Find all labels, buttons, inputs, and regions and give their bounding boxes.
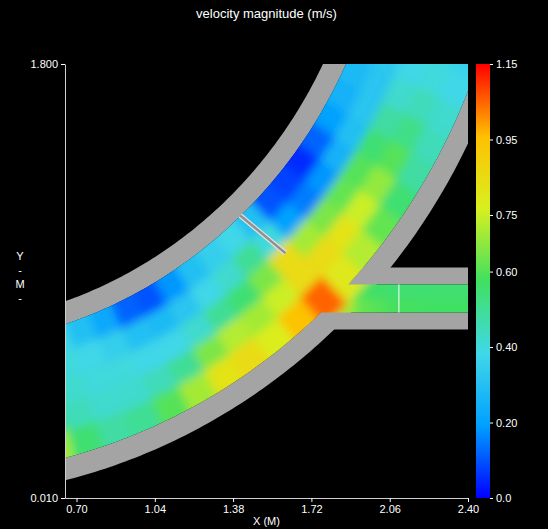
colorbar-axis-tick-mark [490, 139, 493, 140]
outer-wall [65, 64, 468, 484]
x-axis-tick: 1.72 [301, 498, 322, 515]
x-axis-tick-label: 2.06 [379, 503, 400, 515]
y-axis-title-line: M [15, 278, 24, 290]
inner-wall [65, 64, 368, 337]
colorbar-axis-tick: 0.0 [490, 492, 511, 504]
branch-cell [371, 272, 387, 298]
colorbar-axis-tick: 0.40 [490, 341, 517, 353]
x-axis-tick: 2.06 [379, 498, 400, 515]
y-axis-tick-mark [61, 498, 65, 499]
y-axis-tick: 1.800 [30, 58, 65, 70]
colorbar-axis-tick-label: 0.60 [496, 266, 517, 278]
x-axis: 0.70 1.04 1.38 1.72 2.06 2.40 [66, 498, 480, 515]
x-axis-tick-label: 1.38 [223, 503, 244, 515]
colorbar-axis-tick-label: 0.0 [496, 492, 511, 504]
colorbar-axis-tick: 0.75 [490, 209, 517, 221]
y-axis-tick-mark [61, 64, 65, 65]
colorbar-axis-tick-mark [490, 64, 493, 65]
y-axis-title-line: Y [16, 250, 24, 262]
y-axis: 0.010 1.800 [30, 58, 65, 504]
y-axis-title-line: - [18, 264, 22, 276]
branch-wall-bottom [303, 313, 468, 330]
x-axis-tick-mark [77, 498, 78, 502]
branch-cell [420, 272, 436, 298]
field-cells [65, 64, 468, 475]
colorbar-axis-tick-mark [490, 215, 493, 216]
branch-cell [387, 272, 403, 298]
branch-cell [371, 298, 387, 324]
walls [65, 64, 468, 484]
y-axis-title: Y - M - [15, 250, 24, 304]
x-axis-tick-label: 2.40 [458, 503, 479, 515]
branch-cell [387, 298, 403, 324]
colorbar-axis-tick-label: 0.40 [496, 341, 517, 353]
valve-plate [240, 216, 285, 254]
interface-line [398, 284, 399, 312]
field-cell [412, 125, 458, 171]
x-axis-tick: 1.38 [223, 498, 244, 515]
colorbar-axis-tick-label: 0.95 [496, 133, 517, 145]
x-axis-tick-label: 1.72 [301, 503, 322, 515]
branch-cell [355, 298, 371, 324]
y-axis-tick-label: 0.010 [30, 492, 58, 504]
branch-cell [452, 298, 468, 324]
x-axis-tick-label: 0.70 [66, 503, 87, 515]
valve-outline [240, 216, 285, 254]
x-axis-tick: 1.04 [145, 498, 166, 515]
chart: 0.70 1.04 1.38 1.72 2.06 2.40 0.010 1.800 veloci… [0, 0, 548, 529]
page: {"chart_data": { "type": "heatmap", "tit… [0, 0, 548, 529]
colorbar-axis-line [490, 65, 491, 499]
field-cell [439, 68, 468, 112]
colorbar-axis-tick-mark [490, 272, 493, 273]
branch-cell [420, 298, 436, 324]
y-axis-line [65, 65, 66, 499]
fluid [65, 64, 468, 475]
background [0, 0, 548, 529]
colorbar-axis-tick: 0.20 [490, 417, 517, 429]
field-cell [451, 64, 468, 81]
branch-cell [436, 272, 452, 298]
y-axis-title-line: - [18, 292, 22, 304]
x-axis-line [66, 498, 469, 499]
colorbar-axis-tick-mark [490, 423, 493, 424]
colorbar-axis-tick-label: 0.75 [496, 209, 517, 221]
colorbar-axis-tick: 0.60 [490, 266, 517, 278]
x-axis-tick: 2.40 [458, 498, 479, 515]
x-axis-tick-mark [155, 498, 156, 502]
colorbar-axis-tick-mark [490, 347, 493, 348]
y-axis-tick-label: 1.800 [30, 58, 58, 70]
x-axis-tick-mark [468, 498, 469, 502]
x-axis-tick-mark [311, 498, 312, 502]
plot-area [65, 64, 468, 484]
x-axis-tick: 0.70 [66, 498, 87, 515]
x-axis-tick-mark [233, 498, 234, 502]
colorbar [476, 64, 490, 498]
colorbar-axis-tick: 1.15 [490, 58, 517, 70]
x-axis-tick-label: 1.04 [145, 503, 166, 515]
colorbar-axis-tick-label: 1.15 [496, 58, 517, 70]
branch-wall-top [348, 267, 468, 284]
colorbar-axis-tick-mark [490, 498, 493, 499]
branch-cell [404, 272, 420, 298]
colorbar-axis-tick-label: 0.20 [496, 417, 517, 429]
x-axis-tick-mark [390, 498, 391, 502]
branch-cell [404, 298, 420, 324]
branch-cell [436, 298, 452, 324]
y-axis-tick: 0.010 [30, 492, 65, 504]
colorbar-axis: 0.0 0.20 0.40 0.60 0.75 0.95 1.15 [490, 58, 517, 504]
x-axis-title: X (M) [253, 515, 280, 527]
colorbar-axis-tick: 0.95 [490, 133, 517, 145]
branch-cell [452, 272, 468, 298]
title: velocity magnitude (m/s) [196, 6, 337, 21]
